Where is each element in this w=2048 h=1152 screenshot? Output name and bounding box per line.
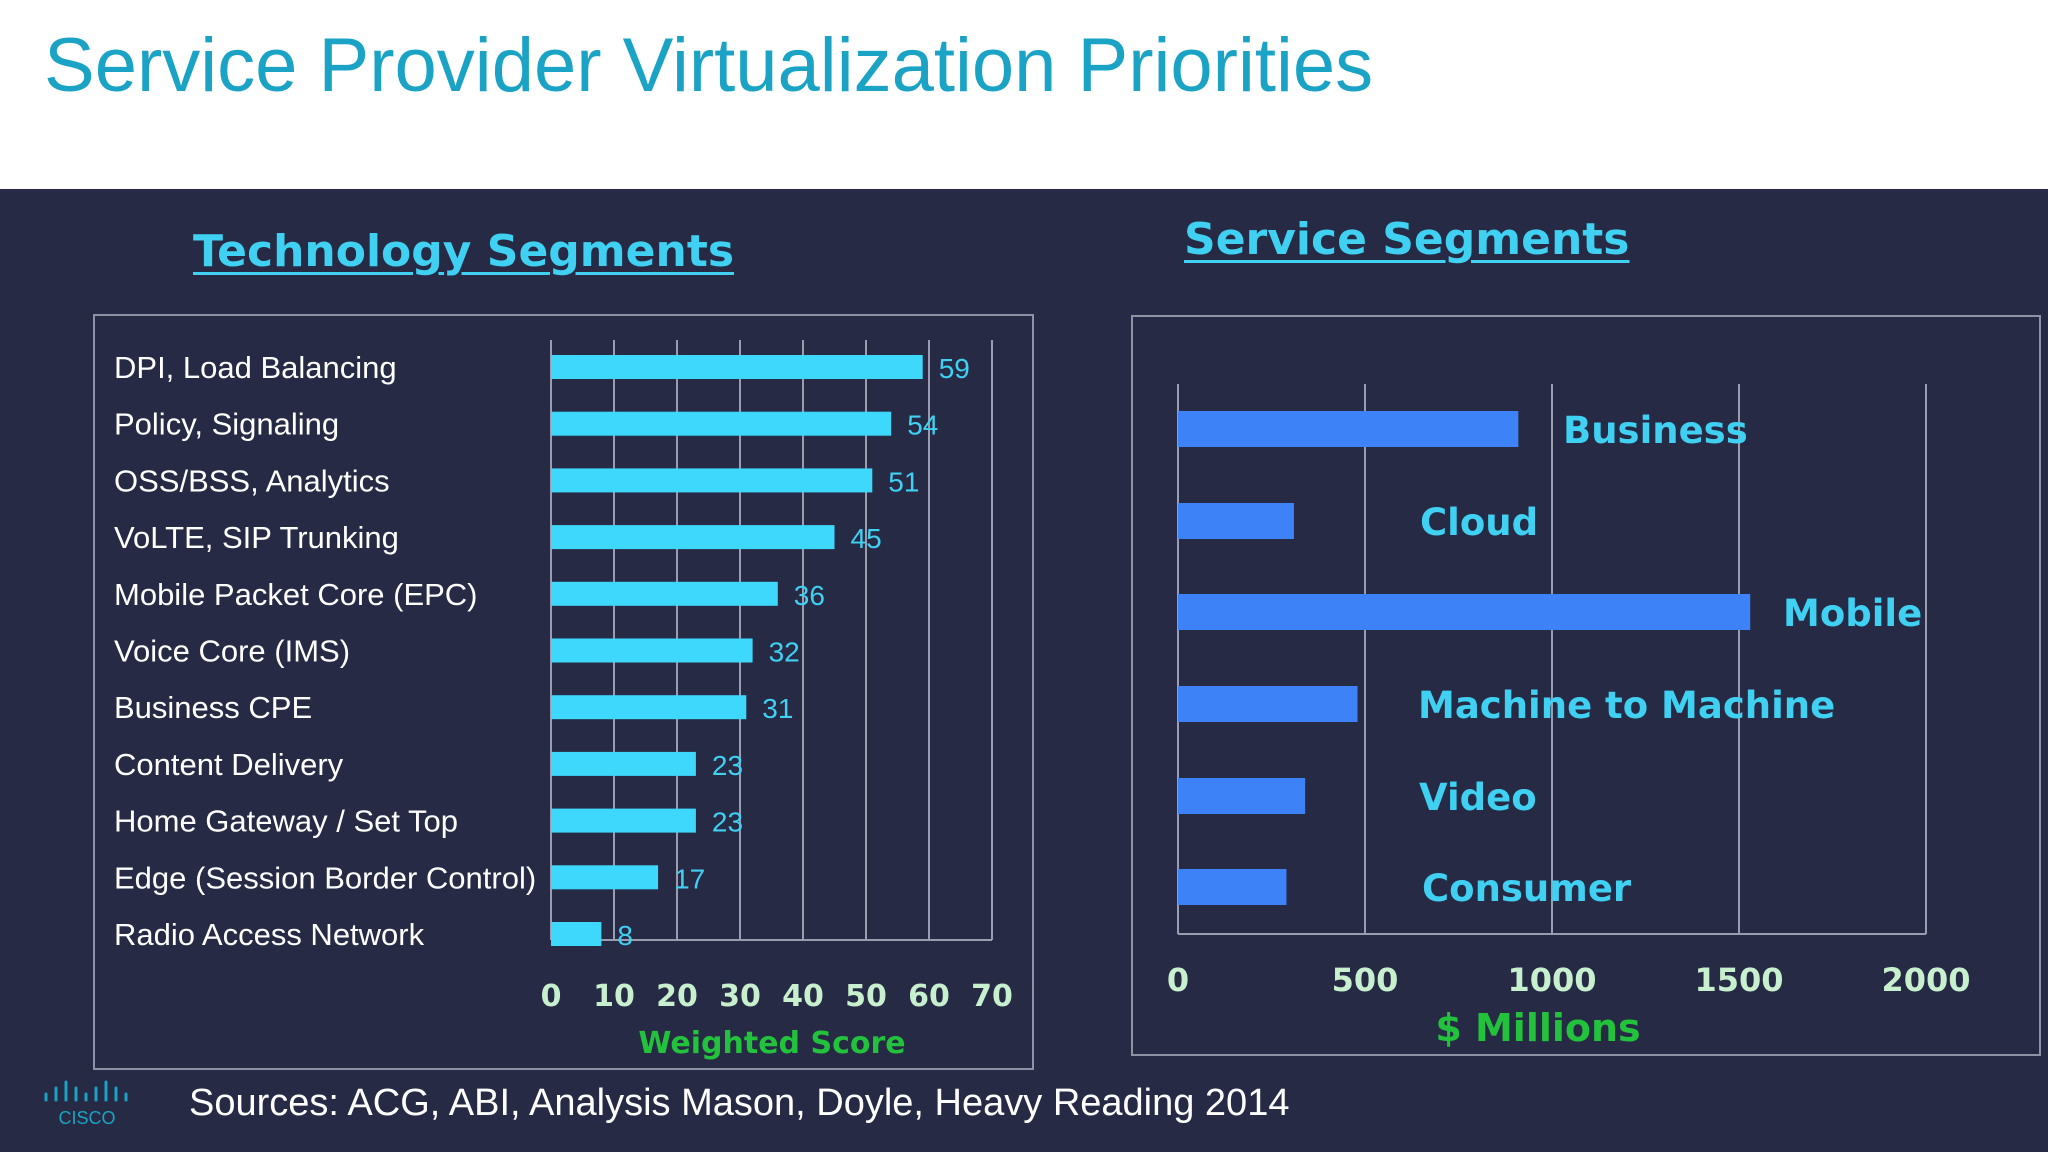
service-category-label-2: Mobile (1783, 592, 1922, 635)
service-segments-title: Service Segments (1184, 214, 1630, 265)
tech-category-label-1: Policy, Signaling (114, 407, 339, 442)
service-x-tick-0: 0 (1167, 961, 1189, 999)
tech-x-tick-3: 30 (719, 979, 761, 1014)
tech-value-label-2: 51 (888, 466, 919, 497)
tech-value-label-3: 45 (851, 523, 882, 554)
service-bar-2 (1178, 594, 1751, 630)
service-bar-0 (1178, 411, 1519, 447)
tech-x-tick-6: 60 (908, 979, 950, 1014)
technology-segments-title: Technology Segments (193, 226, 735, 277)
tech-value-label-6: 31 (762, 693, 793, 724)
service-category-label-4: Video (1419, 776, 1537, 819)
service-x-tick-2: 1000 (1507, 961, 1596, 999)
service-bar-1 (1178, 503, 1294, 539)
tech-value-label-4: 36 (794, 580, 825, 611)
tech-bar-7 (551, 751, 696, 776)
tech-bar-4 (551, 581, 778, 606)
tech-category-label-9: Edge (Session Border Control) (114, 860, 536, 895)
service-bar-4 (1178, 778, 1306, 814)
tech-x-axis-title: Weighted Score (638, 1026, 905, 1061)
tech-bar-1 (551, 411, 892, 436)
tech-value-label-8: 23 (712, 807, 743, 838)
tech-value-label-10: 8 (617, 920, 633, 951)
page-title: Service Provider Virtualization Prioriti… (44, 23, 1374, 108)
service-category-label-3: Machine to Machine (1418, 684, 1835, 727)
service-bar-5 (1178, 869, 1287, 905)
tech-category-label-4: Mobile Packet Core (EPC) (114, 577, 478, 612)
tech-category-label-8: Home Gateway / Set Top (114, 804, 458, 839)
cisco-logo-text: CISCO (58, 1108, 115, 1128)
tech-category-label-10: Radio Access Network (114, 917, 425, 952)
service-x-tick-1: 500 (1332, 961, 1399, 999)
tech-category-label-2: OSS/BSS, Analytics (114, 463, 390, 498)
service-category-label-5: Consumer (1422, 867, 1632, 910)
service-x-tick-3: 1500 (1694, 961, 1783, 999)
tech-bar-5 (551, 638, 753, 663)
service-chart-panel (1131, 315, 2041, 1056)
tech-category-label-3: VoLTE, SIP Trunking (114, 520, 399, 555)
tech-bar-8 (551, 808, 696, 833)
tech-bar-3 (551, 525, 835, 550)
tech-bar-6 (551, 695, 747, 720)
tech-x-tick-1: 10 (593, 979, 635, 1014)
tech-x-tick-2: 20 (656, 979, 698, 1014)
tech-category-label-7: Content Delivery (114, 747, 344, 782)
title-bar: Service Provider Virtualization Prioriti… (0, 0, 2048, 189)
tech-value-label-5: 32 (769, 637, 800, 668)
tech-bar-10 (551, 922, 602, 946)
tech-category-label-6: Business CPE (114, 690, 312, 725)
cisco-logo: CISCO (44, 1080, 128, 1128)
sources-note: Sources: ACG, ABI, Analysis Mason, Doyle… (189, 1082, 1290, 1124)
service-category-label-0: Business (1563, 409, 1748, 452)
service-x-axis-title: $ Millions (1435, 1006, 1640, 1050)
tech-bar-9 (551, 865, 659, 890)
tech-value-label-0: 59 (939, 353, 970, 384)
tech-bar-2 (551, 468, 873, 493)
tech-category-label-5: Voice Core (IMS) (114, 634, 350, 669)
service-x-tick-4: 2000 (1881, 961, 1970, 999)
tech-value-label-1: 54 (907, 410, 938, 441)
service-category-label-1: Cloud (1420, 501, 1538, 544)
tech-x-tick-0: 0 (541, 979, 562, 1014)
tech-category-label-0: DPI, Load Balancing (114, 350, 397, 385)
tech-x-tick-7: 70 (971, 979, 1013, 1014)
tech-value-label-7: 23 (712, 750, 743, 781)
technology-chart-panel (93, 314, 1034, 1070)
service-bar-3 (1178, 686, 1358, 722)
tech-x-tick-4: 40 (782, 979, 824, 1014)
tech-value-label-9: 17 (674, 863, 705, 894)
tech-x-tick-5: 50 (845, 979, 887, 1014)
tech-bar-0 (551, 355, 923, 379)
